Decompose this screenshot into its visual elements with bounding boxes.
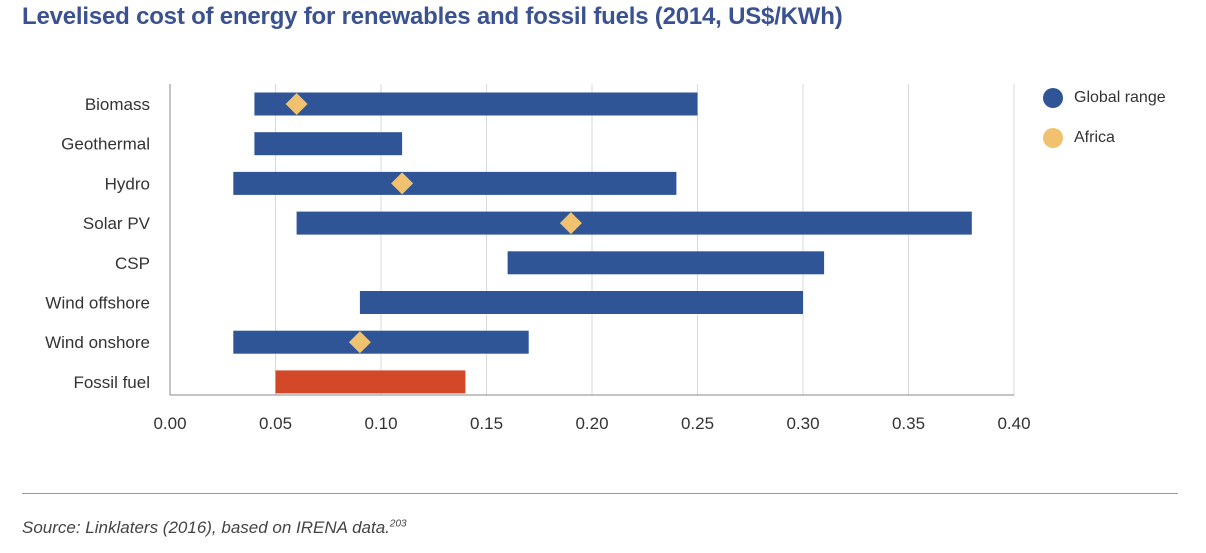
legend-swatch-africa	[1043, 128, 1063, 148]
legend-item-global-range: Global range	[1043, 87, 1166, 109]
x-tick-label: 0.00	[153, 414, 186, 433]
x-tick-label: 0.20	[575, 414, 608, 433]
category-label: Hydro	[105, 174, 150, 193]
range-bar	[254, 93, 697, 116]
legend-swatch-global-range	[1043, 88, 1063, 108]
source-footnote: 203	[390, 518, 407, 529]
category-label: Geothermal	[61, 135, 150, 154]
category-label: CSP	[115, 254, 150, 273]
category-label: Wind onshore	[45, 333, 150, 352]
legend-label-global-range: Global range	[1074, 89, 1166, 107]
x-tick-labels: 0.00 0.05 0.10 0.15 0.20 0.25 0.30 0.35 0.40	[153, 414, 1030, 433]
x-tick-label: 0.35	[892, 414, 925, 433]
category-label: Fossil fuel	[73, 373, 150, 392]
range-bar	[254, 132, 402, 155]
range-bars	[233, 93, 972, 394]
category-label: Solar PV	[83, 214, 151, 233]
x-tick-label: 0.15	[470, 414, 503, 433]
source-note: Source: Linklaters (2016), based on IREN…	[22, 518, 407, 538]
category-label: Biomass	[85, 95, 150, 114]
legend: Global range Africa	[1043, 87, 1166, 167]
category-labels: Biomass Geothermal Hydro Solar PV CSP Wind of…	[45, 95, 151, 392]
legend-item-africa: Africa	[1043, 127, 1166, 149]
legend-label-africa: Africa	[1074, 129, 1115, 147]
range-bar	[233, 331, 528, 354]
chart-area: Biomass Geothermal Hydro Solar PV CSP Wind of…	[0, 0, 1206, 470]
x-tick-label: 0.05	[259, 414, 292, 433]
x-tick-label: 0.25	[681, 414, 714, 433]
range-bar	[508, 251, 824, 274]
x-tick-label: 0.40	[997, 414, 1030, 433]
range-bar	[276, 370, 466, 393]
range-bar	[233, 172, 676, 195]
category-label: Wind offshore	[45, 294, 150, 313]
source-text: Source: Linklaters (2016), based on IREN…	[22, 518, 390, 537]
footer-divider	[22, 493, 1178, 494]
x-tick-label: 0.30	[786, 414, 819, 433]
range-bar	[297, 212, 972, 235]
range-bar	[360, 291, 803, 314]
x-tick-label: 0.10	[364, 414, 397, 433]
